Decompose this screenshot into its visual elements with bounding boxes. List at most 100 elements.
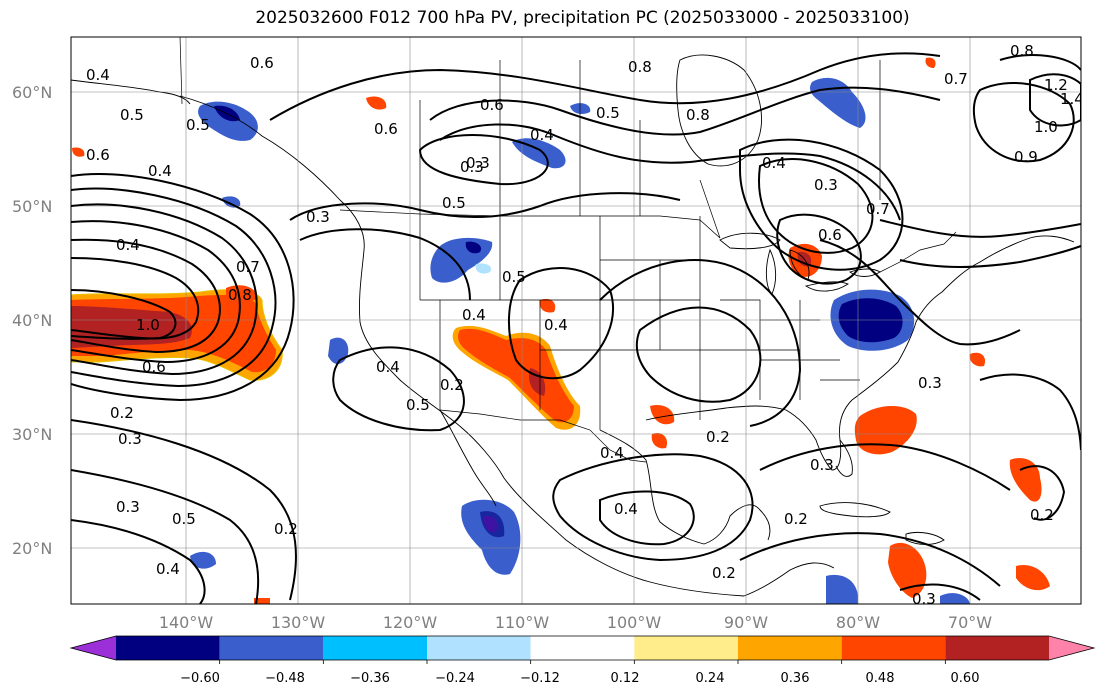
contour-label: 0.3 xyxy=(118,430,142,448)
contour-label: 0.5 xyxy=(120,106,144,124)
shade-pacific-small xyxy=(226,285,258,303)
pv-contour-east-3 xyxy=(899,245,1081,268)
contour-label: 0.3 xyxy=(810,456,834,474)
lat-tick-label: 40°N xyxy=(12,311,52,330)
colorbar-cell xyxy=(841,636,946,660)
contour-label: 0.4 xyxy=(376,358,400,376)
pv-contour-atlantic-1 xyxy=(979,373,1081,451)
pv-contour-central-2 xyxy=(508,267,615,380)
pv-contour-east-2 xyxy=(879,219,1081,238)
shade-caribbean-east xyxy=(1016,564,1050,591)
lon-tick-label: 140°W xyxy=(159,613,214,632)
pv-contour-ne-2 xyxy=(1029,73,1081,127)
lat-tick-label: 30°N xyxy=(12,425,52,444)
lon-tick-label: 120°W xyxy=(383,613,438,632)
contour-label: 0.4 xyxy=(148,162,172,180)
pacific-coastline xyxy=(179,95,745,597)
contour-label: 0.4 xyxy=(116,236,140,254)
contour-label: 0.3 xyxy=(306,208,330,226)
shade-east-pacific-south xyxy=(190,551,216,569)
pv-contour-pacific-1 xyxy=(71,173,295,402)
colorbar-outline xyxy=(69,635,1096,661)
map-panel: 0.4 0.6 0.5 0.6 0.4 0.5 0.6 0.4 0.3 0.3 … xyxy=(71,37,1081,604)
contour-label: 0.4 xyxy=(762,154,786,172)
contour-label: 0.3 xyxy=(116,498,140,516)
pv-contour-sw-1 xyxy=(71,419,297,601)
shade-hudson-pos xyxy=(366,96,387,110)
shade-pacific-west xyxy=(72,147,85,157)
pv-contour-north-3 xyxy=(439,123,901,221)
pv-contour-pacific-5 xyxy=(71,238,221,354)
contour-label: 0.5 xyxy=(172,510,196,528)
pv-contour-south-3 xyxy=(759,443,1011,491)
colorbar-tick-label: −0.48 xyxy=(265,671,305,686)
contour-label: 0.6 xyxy=(142,358,166,376)
contour-label: 0.4 xyxy=(614,500,638,518)
contour-label: 0.8 xyxy=(686,106,710,124)
contour-label: 0.8 xyxy=(228,286,252,304)
colorbar-cell xyxy=(530,636,635,660)
contour-label: 0.4 xyxy=(86,66,110,84)
contour-label: 0.6 xyxy=(818,226,842,244)
contour-label: 0.5 xyxy=(442,194,466,212)
colorbar-cell xyxy=(323,636,427,660)
contour-label: 0.4 xyxy=(544,316,568,334)
pv-contour-north-0p3 xyxy=(418,134,549,186)
shade-canada-west-small xyxy=(222,196,241,208)
contour-label: 0.7 xyxy=(866,200,890,218)
pv-contour-labels: 0.4 0.6 0.5 0.6 0.4 0.5 0.6 0.4 0.3 0.3 … xyxy=(86,42,1081,604)
contour-label: 0.6 xyxy=(480,96,504,114)
shade-pacific-small-south xyxy=(254,598,270,604)
lake-superior xyxy=(719,232,781,250)
pv-contour-ne-1 xyxy=(999,54,1081,71)
shade-atlantic-small xyxy=(969,352,986,367)
baja-coastline xyxy=(439,409,497,507)
plot-title: 2025032600 F012 700 hPa PV, precipitatio… xyxy=(255,8,910,28)
colorbar-cell xyxy=(427,636,531,660)
colorbar-tick-label: −0.60 xyxy=(180,671,220,686)
shade-northern-rockies-core xyxy=(465,241,482,254)
shade-southwest-core xyxy=(458,328,574,423)
shade-caribbean-neg xyxy=(826,574,858,604)
pv-contour-west-1 xyxy=(289,192,681,221)
pv-contour-south-2 xyxy=(599,490,695,546)
lon-tick-label: 100°W xyxy=(607,613,662,632)
cuba xyxy=(819,502,891,518)
contour-label: 0.6 xyxy=(374,120,398,138)
colorbar: −0.60 −0.48 −0.36 −0.24 −0.12 0.12 0.24 … xyxy=(69,635,1096,686)
shade-gulf-small xyxy=(650,404,675,425)
state-lines-west xyxy=(419,214,601,430)
contour-label: 0.2 xyxy=(110,404,134,422)
atlantic-coastline xyxy=(851,235,1075,401)
colorbar-cell xyxy=(738,636,842,660)
colorbar-cell xyxy=(116,636,220,660)
colorbar-cell xyxy=(945,636,1049,660)
contour-label: 0.2 xyxy=(706,428,730,446)
pv-contour-west-2 xyxy=(299,228,471,301)
contour-label: 0.4 xyxy=(462,306,486,324)
contour-label: 0.3 xyxy=(466,154,490,172)
contour-label: 0.5 xyxy=(502,268,526,286)
pv-contour-central-1 xyxy=(332,346,465,432)
colorbar-cell xyxy=(634,636,738,660)
lat-tick-label: 20°N xyxy=(12,539,52,558)
contour-label: 0.2 xyxy=(712,564,736,582)
shade-canada-central xyxy=(512,138,566,169)
pv-contour-pacific-1p0 xyxy=(71,289,177,340)
colorbar-tick-label: 0.60 xyxy=(951,671,980,686)
contour-label: 0.7 xyxy=(944,70,968,88)
contour-label: 0.2 xyxy=(440,376,464,394)
map-frame xyxy=(70,36,1082,605)
contour-label: 0.4 xyxy=(530,126,554,144)
contour-label: 0.7 xyxy=(236,258,260,276)
pv-contour-north-1 xyxy=(269,52,941,121)
lon-tick-label: 70°W xyxy=(948,613,992,632)
lat-tick-label: 50°N xyxy=(12,197,52,216)
colorbar-tick-labels: −0.60 −0.48 −0.36 −0.24 −0.12 0.12 0.24 … xyxy=(180,671,979,686)
pv-contour-pacific-4 xyxy=(71,220,241,364)
contour-label: 0.3 xyxy=(460,158,484,176)
hispaniola xyxy=(905,531,945,545)
contour-label: 0.8 xyxy=(1010,42,1034,60)
lon-tick-label: 90°W xyxy=(724,613,768,632)
colorbar-tick-label: 0.36 xyxy=(781,671,810,686)
